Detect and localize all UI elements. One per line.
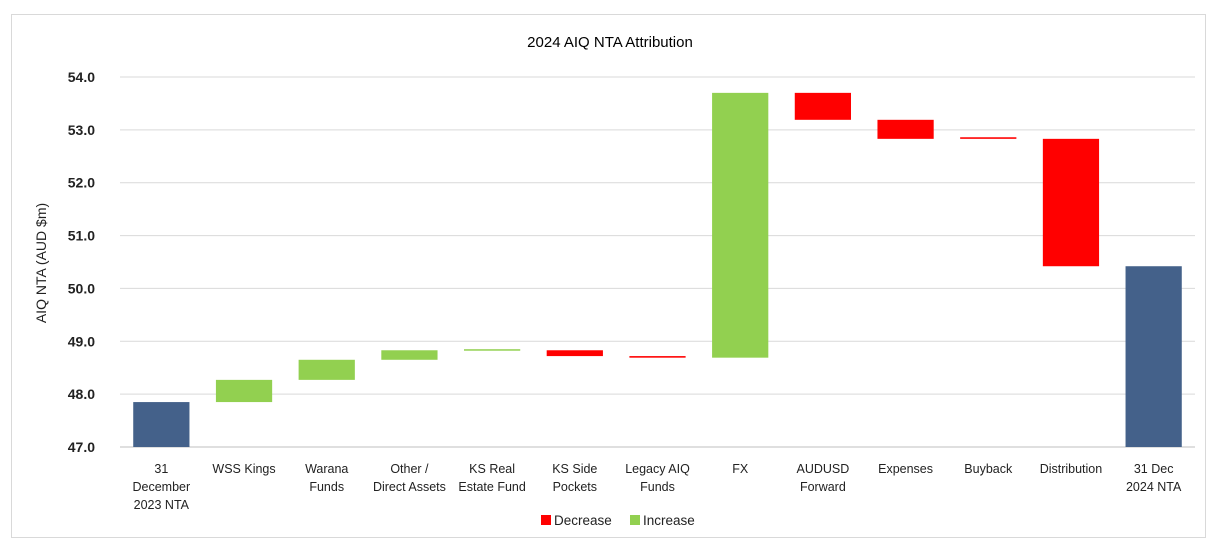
legend-label: Increase bbox=[643, 513, 695, 528]
y-tick-label: 48.0 bbox=[68, 386, 95, 402]
bar-decrease bbox=[877, 119, 934, 139]
y-tick-label: 53.0 bbox=[68, 122, 95, 138]
x-tick-label: Buyback bbox=[964, 462, 1013, 476]
x-tick-label: 2023 NTA bbox=[134, 498, 190, 512]
y-tick-label: 47.0 bbox=[68, 439, 95, 455]
bar-increase bbox=[298, 359, 355, 380]
legend-label: Decrease bbox=[554, 513, 612, 528]
x-tick-label: 31 bbox=[154, 462, 168, 476]
x-tick-label: Funds bbox=[309, 480, 344, 494]
bar-decrease bbox=[1042, 138, 1100, 267]
x-tick-label: WSS Kings bbox=[212, 462, 275, 476]
x-axis-ticks: 31 December 2023 NTA WSS Kings Warana Funds Ot… bbox=[133, 462, 1182, 512]
y-tick-label: 52.0 bbox=[68, 175, 95, 191]
gridlines bbox=[120, 76, 1195, 448]
legend: Decrease Increase bbox=[541, 513, 695, 528]
x-tick-label: Estate Fund bbox=[458, 480, 525, 494]
x-tick-label: Other / bbox=[390, 462, 429, 476]
x-tick-label: 31 Dec bbox=[1134, 462, 1174, 476]
legend-swatch-increase bbox=[630, 515, 640, 525]
bars bbox=[133, 92, 1182, 447]
x-tick-label: Direct Assets bbox=[373, 480, 446, 494]
x-tick-label: December bbox=[133, 480, 191, 494]
bar-decrease bbox=[546, 350, 603, 357]
bar-increase bbox=[464, 349, 521, 351]
bar-total bbox=[133, 402, 190, 447]
x-tick-label: Legacy AIQ bbox=[625, 462, 690, 476]
y-tick-label: 49.0 bbox=[68, 333, 95, 349]
legend-swatch-decrease bbox=[541, 515, 551, 525]
chart-border bbox=[11, 14, 1206, 538]
x-tick-label: FX bbox=[732, 462, 749, 476]
y-axis-ticks: 47.0 48.0 49.0 50.0 51.0 52.0 53.0 54.0 bbox=[68, 69, 95, 455]
bar-increase bbox=[712, 92, 769, 358]
x-tick-label: 2024 NTA bbox=[1126, 480, 1182, 494]
y-tick-label: 51.0 bbox=[68, 228, 95, 244]
bar-decrease bbox=[629, 356, 686, 358]
x-tick-label: Funds bbox=[640, 480, 675, 494]
y-tick-label: 54.0 bbox=[68, 69, 95, 85]
x-tick-label: Warana bbox=[305, 462, 348, 476]
x-tick-label: Expenses bbox=[878, 462, 933, 476]
x-tick-label: Distribution bbox=[1040, 462, 1103, 476]
bar-total bbox=[1125, 266, 1182, 447]
x-tick-label: KS Real bbox=[469, 462, 515, 476]
y-tick-label: 50.0 bbox=[68, 280, 95, 296]
bar-decrease bbox=[960, 137, 1017, 139]
y-axis-label: AIQ NTA (AUD $m) bbox=[33, 203, 49, 323]
chart-title: 2024 AIQ NTA Attribution bbox=[527, 34, 693, 51]
x-tick-label: Forward bbox=[800, 480, 846, 494]
bar-decrease bbox=[794, 92, 851, 120]
bar-increase bbox=[215, 379, 273, 403]
x-tick-label: KS Side bbox=[552, 462, 597, 476]
bar-increase bbox=[381, 350, 438, 360]
x-tick-label: AUDUSD bbox=[796, 462, 849, 476]
x-tick-label: Pockets bbox=[553, 480, 597, 494]
